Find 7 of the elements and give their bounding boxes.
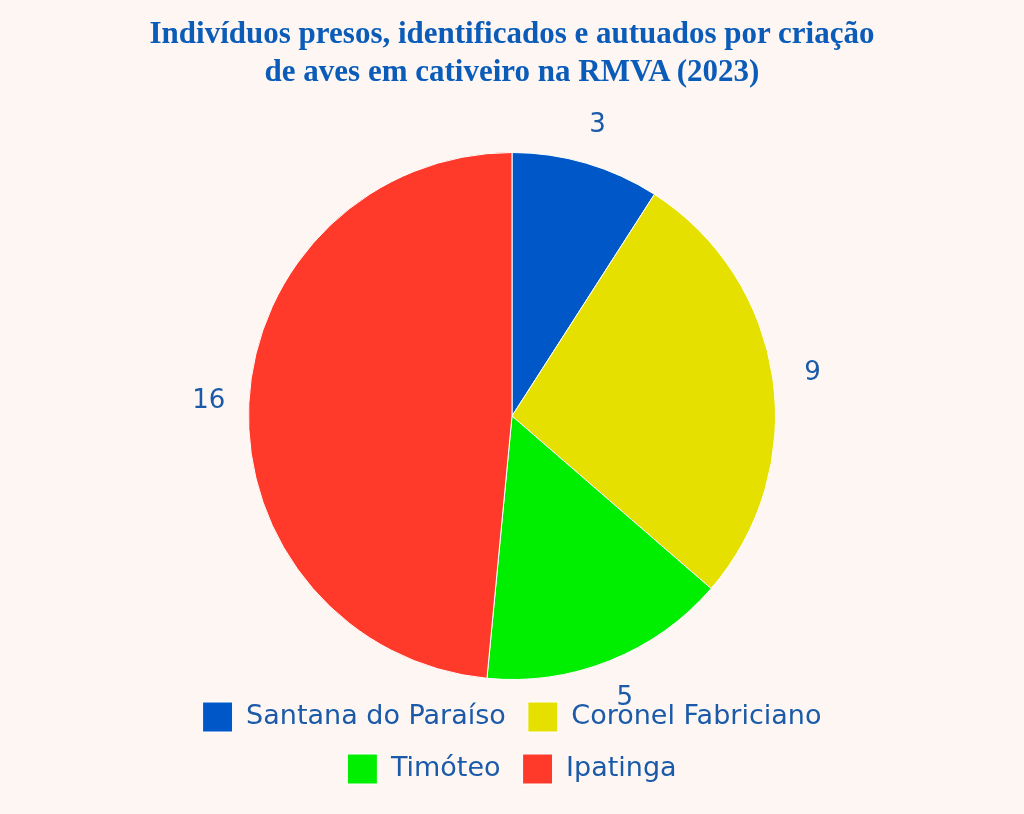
data-label: 16 [192,384,226,415]
legend-label: Ipatinga [566,751,677,783]
legend-label: Santana do Paraíso [246,699,506,731]
legend-label: Timóteo [389,751,501,783]
data-label: 3 [589,107,606,138]
data-label: 9 [804,355,821,386]
chart-title: Indivíduos presos, identificados e autuados por criação de aves em cativeiro na RMVA (2023) [148,14,876,90]
